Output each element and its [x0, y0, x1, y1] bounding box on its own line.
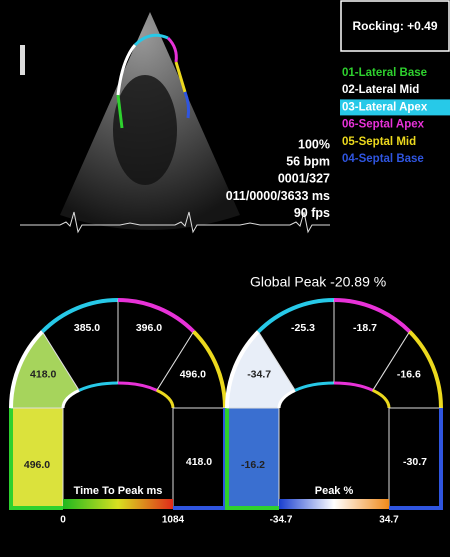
stat-line: 90 fps — [294, 206, 330, 220]
legend-label: 05-Septal Mid — [342, 136, 416, 148]
scale-title: Peak % — [315, 485, 354, 497]
stat-line: 56 bpm — [286, 154, 330, 168]
scale-max: 1084 — [162, 515, 185, 526]
legend-label: 01-Lateral Base — [342, 67, 427, 79]
stat-line: 100% — [298, 137, 330, 151]
stat-line: 0001/327 — [278, 172, 330, 186]
segment-value: -16.2 — [241, 459, 265, 471]
global-peak: Global Peak -20.89 % — [250, 274, 386, 290]
segment-value: -34.7 — [247, 369, 271, 381]
segment-value: 496.0 — [180, 369, 206, 381]
legend-label: 04-Septal Base — [342, 153, 424, 165]
bullseye: 496.0 418.0 385.0 396.0 496.0 418.0 Time To Pe… — [11, 300, 225, 526]
stat-line: 011/0000/3633 ms — [226, 189, 330, 203]
ventricle-cavity — [113, 75, 177, 185]
legend-label: 02-Lateral Mid — [342, 84, 419, 96]
segment-value: 385.0 — [74, 322, 100, 334]
scale-min: -34.7 — [270, 515, 293, 526]
dynamic-content: 01-Lateral Base 02-Lateral Mid 03-Lateral … — [11, 67, 450, 526]
segment-value: 418.0 — [186, 456, 212, 468]
segment-value: -30.7 — [403, 456, 427, 468]
scale-bar — [279, 499, 389, 509]
segment-value: -18.7 — [353, 322, 377, 334]
segment-value: 496.0 — [24, 459, 50, 471]
segment-value: -16.6 — [397, 369, 421, 381]
segment-value: -25.3 — [291, 322, 315, 334]
gain-bar — [20, 45, 25, 75]
strain-screen: Rocking: +0.49 Global Peak -20.89 % 01-L… — [0, 0, 450, 552]
legend-label: 03-Lateral Apex — [342, 101, 428, 113]
segment-value: 396.0 — [136, 322, 162, 334]
segment-value: 418.0 — [30, 369, 56, 381]
scale-max: 34.7 — [379, 515, 399, 526]
rocking-value: Rocking: +0.49 — [352, 19, 437, 33]
scale-min: 0 — [60, 515, 66, 526]
bullseye: -16.2 -34.7 -25.3 -18.7 -16.6 -30.7 Peak % -34.… — [227, 300, 441, 526]
legend-label: 06-Septal Apex — [342, 119, 425, 131]
scale-title: Time To Peak ms — [74, 485, 163, 497]
scale-bar — [63, 499, 173, 509]
